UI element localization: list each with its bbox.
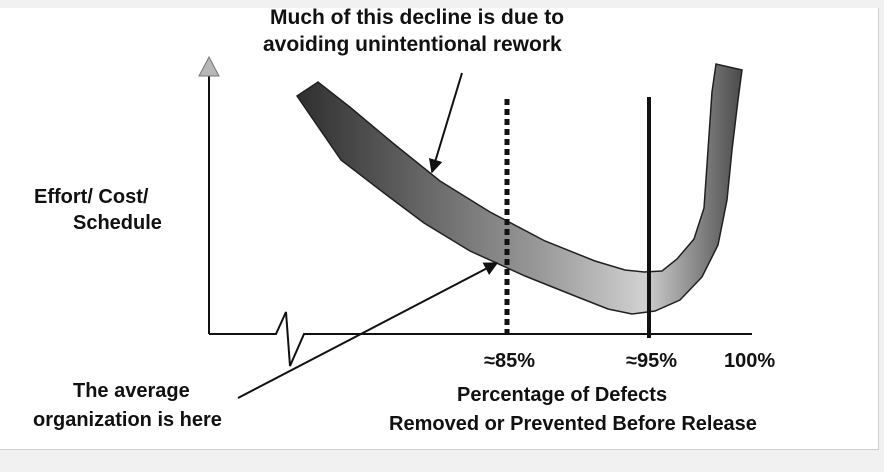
- x-axis-title-line2: Removed or Prevented Before Release: [389, 413, 757, 435]
- top-annotation-arrow: [428, 72, 463, 174]
- x-tick-95: ≈95%: [626, 350, 678, 372]
- top-annotation-line2: avoiding unintentional rework: [263, 33, 562, 56]
- x-tick-100: 100%: [724, 350, 776, 372]
- bottom-annotation-arrow: [237, 262, 499, 399]
- y-axis-label-line2: Schedule: [73, 212, 162, 234]
- x-axis-line: [209, 311, 752, 367]
- y-axis-arrow-icon: [198, 55, 220, 77]
- y-axis-label-line1: Effort/ Cost/: [34, 186, 149, 208]
- bottom-annotation-line2: organization is here: [33, 409, 222, 431]
- x-axis-title-line1: Percentage of Defects: [457, 384, 668, 406]
- top-annotation-line1: Much of this decline is due to: [270, 6, 565, 29]
- cost-curve-band: [295, 63, 743, 315]
- x-tick-85: ≈85%: [484, 350, 536, 372]
- bottom-annotation-line1: The average: [73, 380, 190, 402]
